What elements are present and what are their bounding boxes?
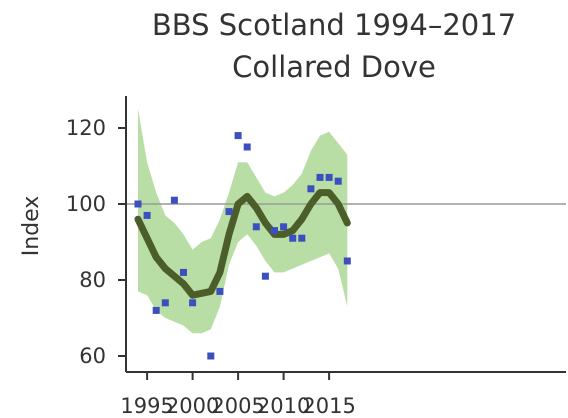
data-point xyxy=(289,234,297,242)
data-point xyxy=(271,227,278,235)
data-point xyxy=(325,173,333,181)
data-point xyxy=(134,200,142,208)
data-point xyxy=(280,223,288,231)
data-point xyxy=(152,306,160,314)
x-tick-label: 2005 xyxy=(211,394,264,418)
data-point xyxy=(207,352,215,360)
data-points xyxy=(134,132,351,360)
data-point xyxy=(307,185,315,193)
data-point xyxy=(225,208,233,216)
trend-line xyxy=(134,189,351,299)
data-point xyxy=(143,211,151,219)
y-ticks: 60 80 100 120 xyxy=(66,116,126,368)
x-tick-label: 1995 xyxy=(120,394,173,418)
data-point xyxy=(180,268,187,276)
x-tick-label: 2015 xyxy=(302,394,355,418)
data-point xyxy=(261,272,269,280)
chart-subtitle: Collared Dove xyxy=(232,50,436,84)
x-tick-label: 2010 xyxy=(257,394,310,418)
data-point xyxy=(243,143,251,151)
chart-title: BBS Scotland 1994–2017 xyxy=(151,8,517,42)
y-tick-label: 80 xyxy=(79,268,106,292)
y-tick-label: 120 xyxy=(66,116,106,140)
data-point xyxy=(334,177,342,185)
confidence-band xyxy=(138,109,348,334)
x-tick-label: 2000 xyxy=(166,394,219,418)
data-point xyxy=(343,257,351,265)
y-tick-label: 60 xyxy=(79,344,106,368)
data-point xyxy=(298,234,306,242)
y-tick-label: 100 xyxy=(66,192,106,216)
data-point xyxy=(216,287,224,295)
data-point xyxy=(170,196,178,204)
y-axis-label: Index xyxy=(19,196,44,257)
data-point xyxy=(234,132,242,140)
data-point xyxy=(189,299,197,307)
data-point xyxy=(161,299,169,307)
data-point xyxy=(316,173,324,181)
data-point xyxy=(252,223,260,231)
